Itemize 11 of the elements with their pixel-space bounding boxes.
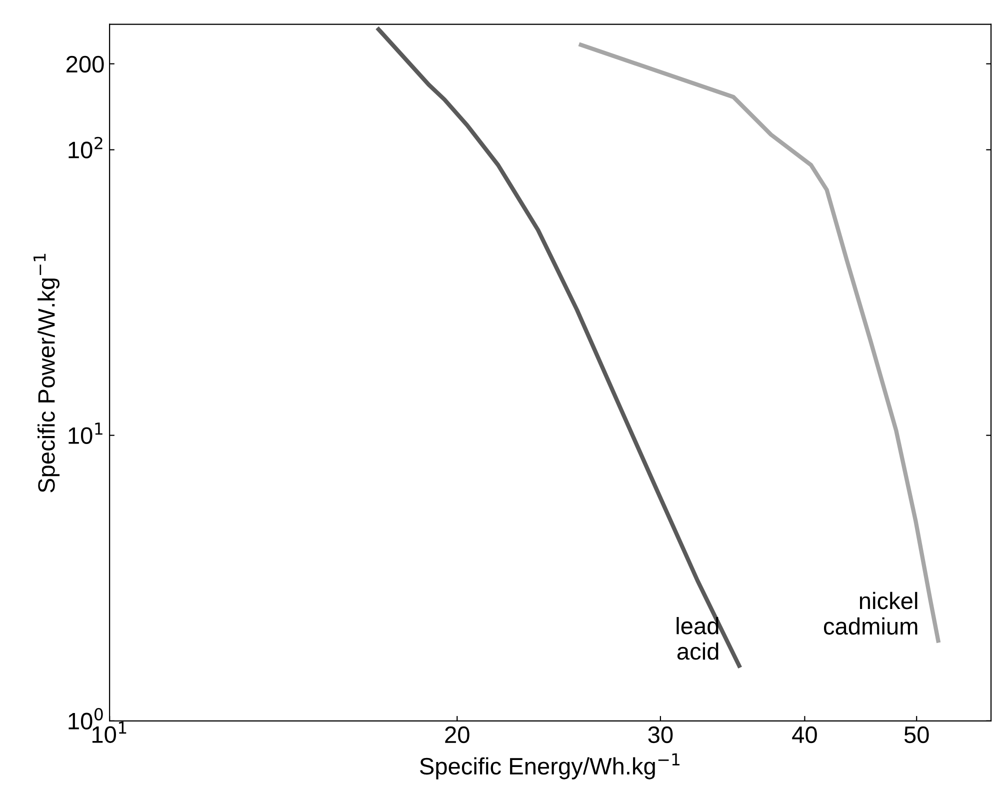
x-tick-label: 30 <box>648 726 673 744</box>
y-tick-label: 200 <box>66 56 104 73</box>
series-label: lead acid <box>676 617 718 660</box>
x-tick-label: 50 <box>904 726 929 744</box>
y-tick-label: 10$^{1}$ <box>68 422 102 444</box>
y-tick-label: 10$^{2}$ <box>68 136 102 158</box>
x-tick-label: 20 <box>445 726 470 744</box>
y-axis-title: Specific Power/W.kg$^{−1}$ <box>34 254 60 492</box>
series-label: nickel cadmium <box>824 592 918 635</box>
x-tick-label: 40 <box>792 726 817 744</box>
x-axis-title: Specific Energy/Wh.kg$^{−1}$ <box>420 753 680 780</box>
